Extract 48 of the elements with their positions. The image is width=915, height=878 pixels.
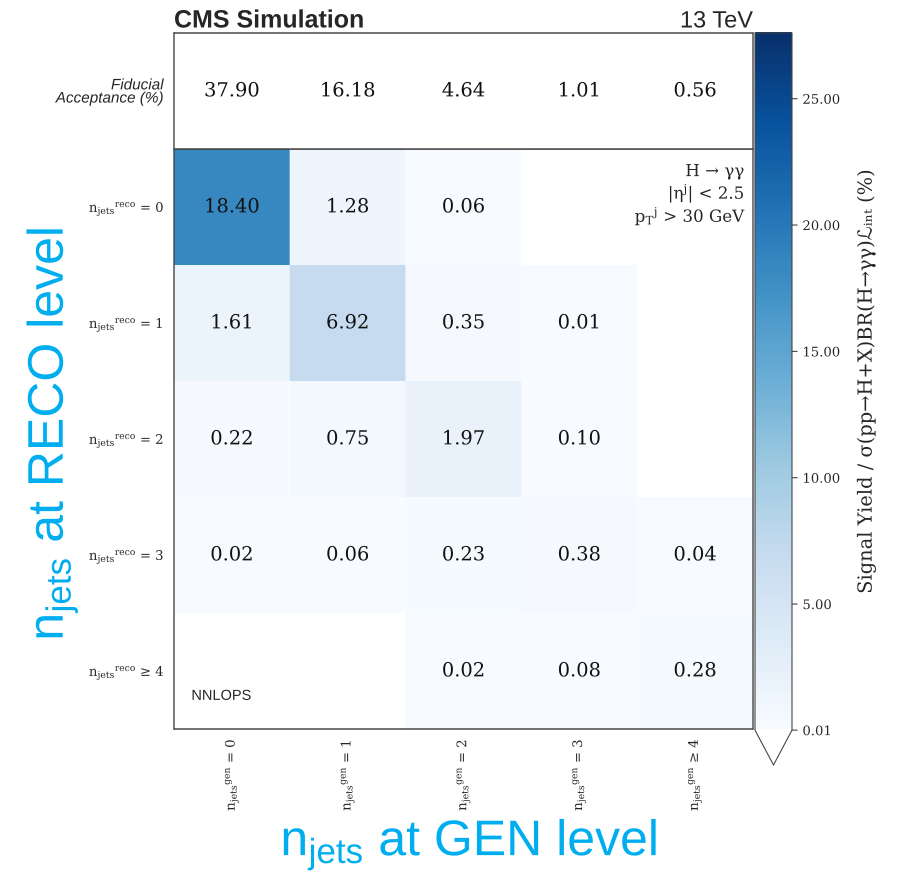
text: 37.90	[206, 82, 258, 97]
data-label: 0.23	[443, 546, 484, 561]
data-label: 6.92	[327, 314, 368, 329]
color-bar-label: 25.00	[803, 94, 840, 104]
y-tick-label: n$_{jets}$$^{reco}$ = 3	[89, 550, 163, 564]
data-label: 0.10	[558, 430, 600, 445]
text: 16.18	[322, 82, 374, 97]
y-tick-label: n$_{jets}$$^{reco}$ = 1	[89, 318, 162, 332]
annotation: NNLOPS	[192, 690, 251, 700]
x-tick-label: n$_{jets}$$^{gen}$ = 2	[456, 740, 470, 810]
text: 1.01	[560, 82, 598, 97]
data-label: 0.28	[674, 662, 716, 677]
text: Fiducial Acceptance (%)	[54, 78, 164, 106]
chart-subtitle: 13 TeV	[682, 10, 753, 28]
y-tick-label: n$_{jets}$$^{reco}$ = 0	[89, 202, 163, 216]
color-bar-label: 10.00	[804, 472, 840, 483]
y-tick-label: n$_{jets}$$^{reco}$ = 2	[89, 434, 162, 448]
data-label: 1.28	[328, 198, 368, 213]
text: 4.64	[442, 82, 484, 97]
data-label: 0.02	[443, 662, 484, 677]
data-label: 1.97	[444, 430, 484, 445]
y-axis-title: n$_{jets}$ at RECO level	[26, 229, 78, 638]
data-label: 0.02	[212, 546, 252, 561]
x-tick-label: n$_{jets}$$^{gen}$ = 3	[572, 740, 586, 810]
data-label: 0.35	[443, 314, 484, 329]
color-bar-title: Signal Yield / σ(pp→H+X)BR(H→γγ)ℒᵢₙₜ (%)	[856, 170, 876, 592]
data-label: 0.01	[558, 314, 598, 329]
x-tick-label: n$_{jets}$$^{gen}$ ≥ 4	[688, 740, 702, 810]
data-label: 0.06	[327, 546, 368, 561]
data-label: 0.06	[443, 198, 484, 213]
color-bar-label: 0.01	[803, 725, 830, 736]
data-label: 18.40	[206, 198, 258, 213]
x-axis-title: n$_{jets}$ at GEN level	[284, 818, 656, 870]
x-tick-label: n$_{jets}$$^{gen}$ = 1	[340, 741, 355, 810]
data-label: 0.08	[558, 662, 600, 677]
data-label: 0.22	[212, 430, 252, 445]
text: H → γγ |η$^{j}$| < 2.5 p$_{T}$$^{j}$ > 30 GeV	[635, 164, 744, 226]
data-label: 0.04	[674, 546, 716, 561]
x-tick-label: n$_{jets}$$^{gen}$ = 0	[224, 740, 239, 810]
data-label: 0.38	[558, 546, 600, 561]
chart-title: CMS Simulation	[175, 9, 363, 28]
y-tick-label: n$_{jets}$$^{reco}$ ≥ 4	[89, 666, 163, 680]
color-bar-label: 15.00	[804, 346, 840, 357]
color-bar-label: 5.00	[804, 599, 831, 610]
color-bar-label: 20.00	[803, 220, 840, 230]
text: 0.56	[674, 82, 716, 97]
data-label: 1.61	[212, 314, 251, 329]
data-label: 0.75	[327, 430, 368, 445]
